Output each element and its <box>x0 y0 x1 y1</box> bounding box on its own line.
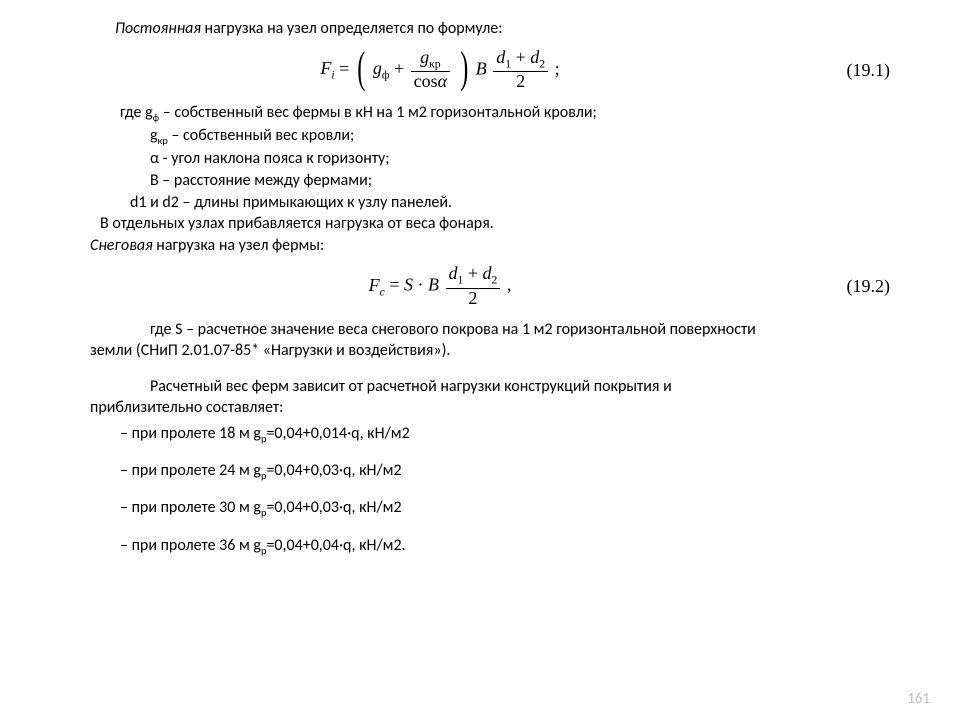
span-item-30: – при пролете 30 м gр=0,04+0,03·q, кН/м2 <box>120 497 900 520</box>
eq1-alpha: α <box>438 71 447 91</box>
equation-19-1: Fi = ( gф + gкр cosα ) B d1 + <box>60 48 820 92</box>
eq1-d1: d <box>496 47 505 67</box>
eq2-d2: d <box>483 263 492 283</box>
left-paren-icon: ( <box>357 46 365 90</box>
eq1-gkr: g <box>420 47 429 67</box>
span-item-24: – при пролете 24 м gр=0,04+0,03·q, кН/м2 <box>120 460 900 483</box>
calc-intro-line1: Расчетный вес ферм зависит от расчетной … <box>90 376 900 398</box>
where2-line1: где S – расчетное значение веса снеговог… <box>90 319 900 341</box>
eq1-F: F <box>320 58 331 78</box>
equation-19-1-row: Fi = ( gф + gкр cosα ) B d1 + <box>60 48 900 92</box>
eq2-d1-sub: 1 <box>458 274 464 287</box>
eq1-cos: cos <box>414 71 438 91</box>
eq2-Fc-sub: c <box>380 285 385 298</box>
equation-19-2-number: (19.2) <box>820 274 900 298</box>
intro-rest: нагрузка на узел определяется по формуле… <box>201 19 503 38</box>
page-number: 161 <box>907 690 930 708</box>
intro-italic: Постоянная <box>115 19 201 38</box>
eq1-two: 2 <box>493 72 548 92</box>
right-paren-icon: ) <box>460 46 468 90</box>
eq1-gphi: g <box>373 58 382 78</box>
where1-para: В отдельных узлах прибавляется нагрузка … <box>100 213 900 235</box>
where1-line3: α - угол наклона пояса к горизонту; <box>150 148 900 170</box>
eq1-Fi-sub: i <box>331 68 334 81</box>
eq1-d1-sub: 1 <box>505 57 511 70</box>
eq2-F: F <box>369 275 380 295</box>
equation-19-1-number: (19.1) <box>820 58 900 82</box>
eq1-gkr-sub: кр <box>429 57 441 70</box>
where1-line1: где gф – собственный вес фермы в кН на 1… <box>120 102 900 125</box>
span-list: – при пролете 18 м gр=0,04+0,014·q, кН/м… <box>120 423 900 558</box>
eq1-gphi-sub: ф <box>382 68 390 81</box>
eq2-S: S <box>404 275 413 295</box>
eq2-tail: , <box>507 275 512 295</box>
eq1-frac2: d1 + d2 2 <box>493 48 548 92</box>
where-block-2: где S – расчетное значение веса снеговог… <box>120 319 900 419</box>
eq1-frac1: gкр cosα <box>411 48 450 92</box>
eq1-d2-sub: 2 <box>539 57 545 70</box>
eq2-frac: d1 + d2 2 <box>446 264 501 308</box>
eq2-d2-sub: 2 <box>492 274 498 287</box>
where1-line5: d1 и d2 – длины примыкающих к узлу панел… <box>130 192 900 214</box>
eq1-tail: ; <box>555 58 560 78</box>
document-page: Постоянная нагрузка на узел определяется… <box>0 0 960 558</box>
where1-line2: gкр – собственный вес кровли; <box>150 125 900 148</box>
span-item-18: – при пролете 18 м gр=0,04+0,014·q, кН/м… <box>120 423 900 446</box>
where2-line2: земли (СНиП 2.01.07-85* «Нагрузки и возд… <box>90 340 900 362</box>
calc-intro-line2: приблизительно составляет: <box>90 397 900 419</box>
eq2-B: B <box>428 275 439 295</box>
eq2-d1: d <box>449 263 458 283</box>
eq2-two: 2 <box>446 289 501 309</box>
intro-line: Постоянная нагрузка на узел определяется… <box>115 18 900 40</box>
span-item-36: – при пролете 36 м gр=0,04+0,04·q, кН/м2… <box>120 535 900 558</box>
where1-line4: В – расстояние между фермами; <box>150 170 900 192</box>
eq2-dot1: · <box>418 275 424 295</box>
equation-19-2-row: Fc = S · B d1 + d2 2 , (19.2) <box>60 264 900 308</box>
snow-line: Снеговая нагрузка на узел фермы: <box>90 235 900 257</box>
where-block-1: где gф – собственный вес фермы в кН на 1… <box>120 102 900 256</box>
eq1-d2: d <box>530 47 539 67</box>
equation-19-2: Fc = S · B d1 + d2 2 , <box>60 264 820 308</box>
eq1-B: B <box>476 58 487 78</box>
